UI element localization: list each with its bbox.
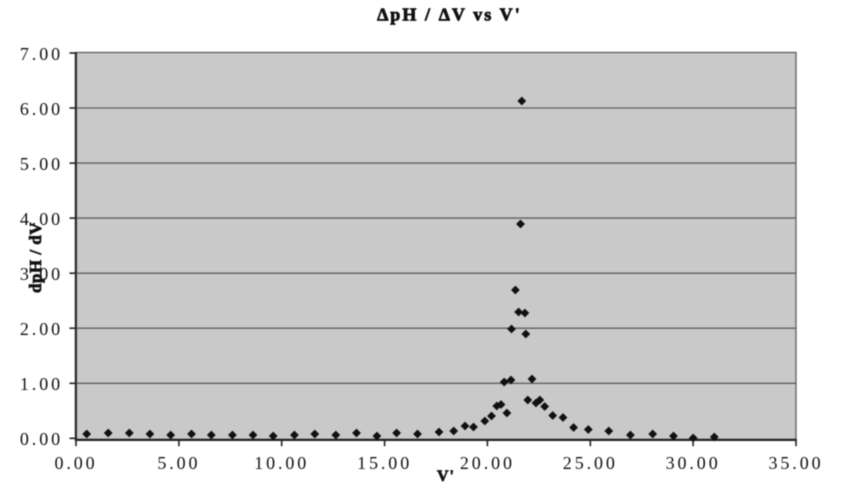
- svg-text:15.00: 15.00: [357, 453, 412, 473]
- svg-text:1.00: 1.00: [20, 374, 63, 394]
- svg-text:7.00: 7.00: [20, 44, 63, 64]
- svg-text:25.00: 25.00: [563, 453, 618, 473]
- svg-text:2.00: 2.00: [20, 319, 63, 339]
- svg-text:0.00: 0.00: [20, 429, 63, 449]
- svg-text:3.00: 3.00: [20, 264, 63, 284]
- svg-text:6.00: 6.00: [20, 99, 63, 119]
- svg-text:∆pH / ∆V vs V': ∆pH / ∆V vs V': [377, 5, 522, 25]
- svg-text:0.00: 0.00: [54, 453, 97, 473]
- svg-text:10.00: 10.00: [254, 453, 309, 473]
- svg-text:V': V': [437, 468, 455, 485]
- svg-text:dpH / dV: dpH / dV: [26, 222, 45, 293]
- svg-text:5.00: 5.00: [157, 453, 200, 473]
- svg-text:30.00: 30.00: [666, 453, 721, 473]
- svg-text:20.00: 20.00: [460, 453, 515, 473]
- svg-text:4.00: 4.00: [20, 209, 63, 229]
- svg-text:35.00: 35.00: [769, 453, 824, 473]
- svg-text:5.00: 5.00: [20, 154, 63, 174]
